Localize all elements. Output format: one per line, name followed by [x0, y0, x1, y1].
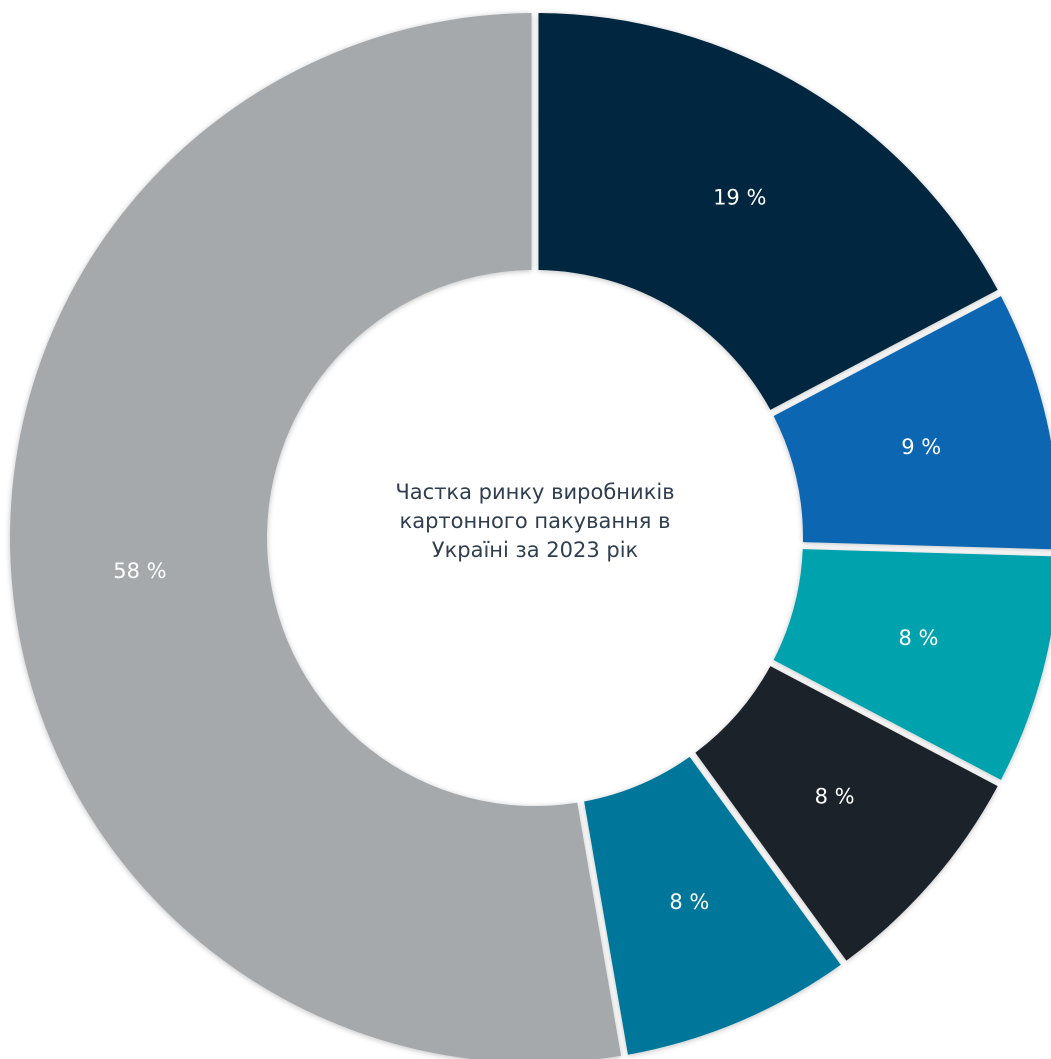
chart-title-line-3: Україні за 2023 рік	[431, 538, 639, 562]
slice-labels: 19 % 9 % 8 % 8 % 8 % 58 %	[113, 185, 941, 914]
slice-1	[538, 13, 998, 410]
donut-slices	[10, 13, 1051, 1059]
slice-2	[773, 296, 1051, 550]
slice-3	[773, 549, 1051, 780]
slice-label-5: 8 %	[669, 890, 709, 914]
slice-6	[10, 13, 622, 1059]
slice-label-1: 19 %	[713, 185, 766, 209]
slice-label-2: 9 %	[901, 435, 941, 459]
chart-title-line-2: картонного пакування в	[399, 509, 671, 533]
slice-4	[695, 666, 998, 961]
chart-title-line-1: Частка ринку виробників	[395, 480, 675, 504]
slice-label-6: 58 %	[113, 559, 166, 583]
slice-5	[584, 756, 841, 1055]
chart-title: Частка ринку виробників картонного пакув…	[355, 478, 715, 565]
slice-label-4: 8 %	[815, 785, 855, 809]
slice-label-3: 8 %	[898, 626, 938, 650]
